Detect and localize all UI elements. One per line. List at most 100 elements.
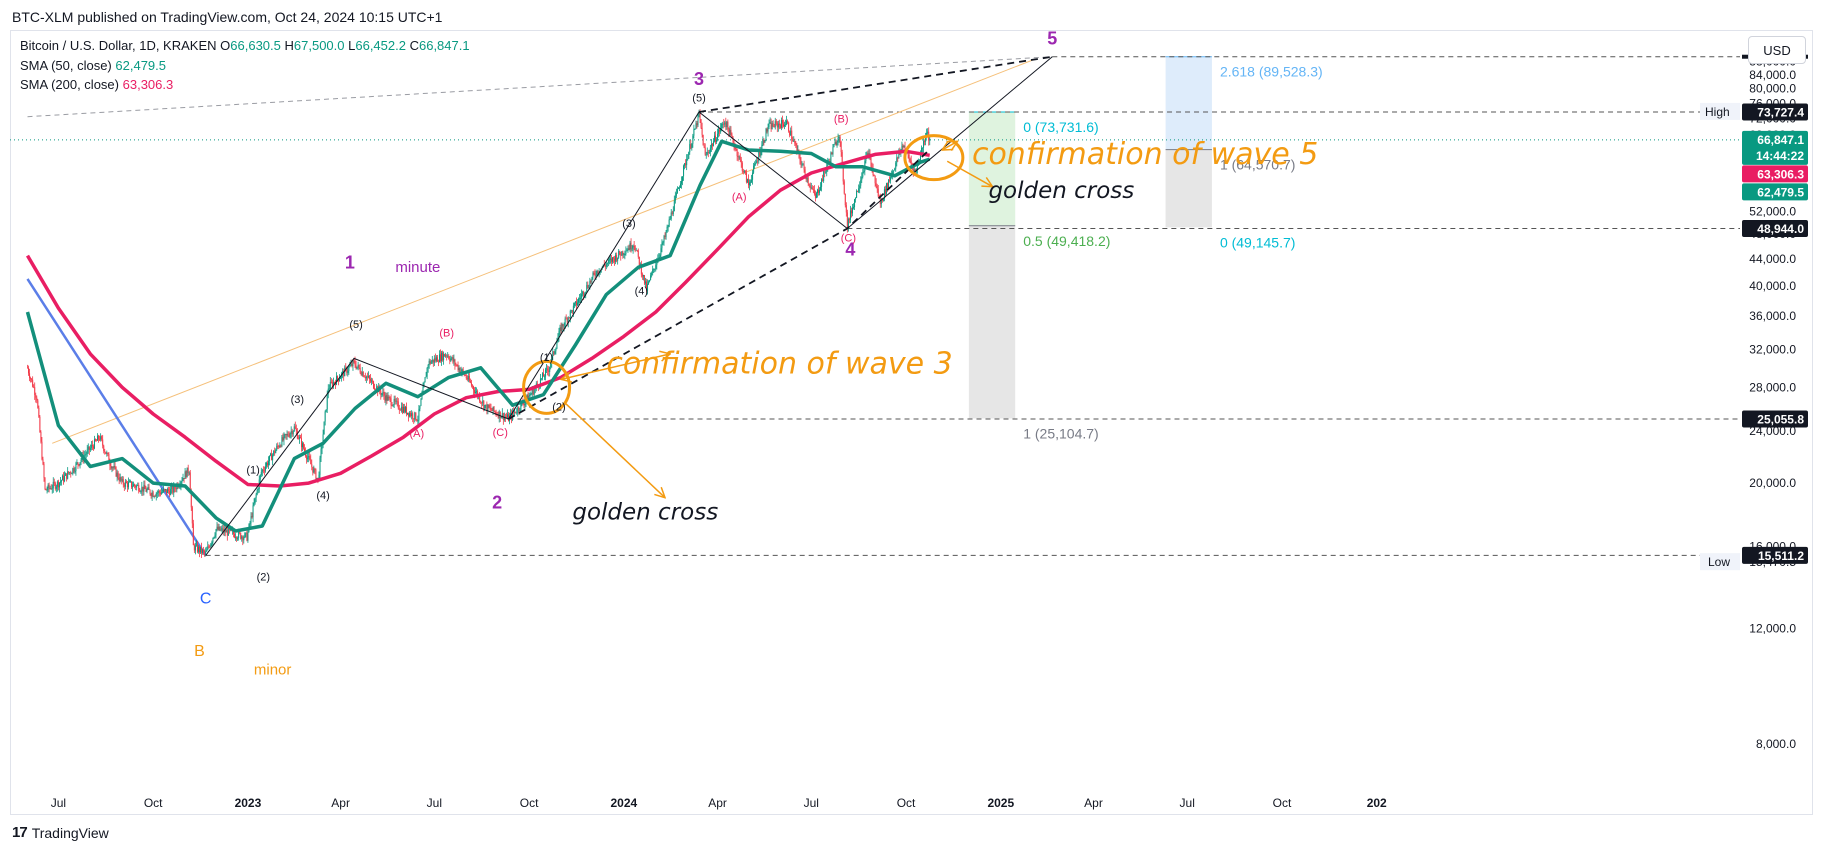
y-tick-label: 8,000.0 [1756, 737, 1796, 751]
candle-body [313, 468, 315, 473]
candle-body [357, 364, 359, 367]
candle [34, 382, 36, 400]
wave-label: minor [254, 662, 292, 679]
candle-body [498, 411, 500, 418]
low-value: 66,452.2 [355, 38, 406, 53]
candle-body [673, 200, 675, 212]
candle-body [340, 377, 342, 379]
candle [669, 215, 671, 221]
currency-button[interactable]: USD [1748, 36, 1806, 64]
candle-body [890, 177, 892, 181]
x-tick-label: Oct [520, 796, 539, 810]
candle [836, 140, 838, 148]
candle [220, 526, 222, 532]
fib-box [1165, 149, 1212, 228]
candle-body [807, 177, 809, 184]
candle-body [485, 404, 487, 406]
candle-body [328, 388, 330, 390]
candle [215, 528, 217, 539]
candle [407, 412, 409, 416]
candle [289, 432, 291, 439]
candle [306, 454, 308, 464]
candle-body [276, 445, 278, 450]
candle-body [656, 262, 658, 266]
candle-body [527, 395, 529, 401]
sma50-legend[interactable]: SMA (50, close) 62,479.5 [20, 58, 166, 73]
candle [359, 363, 361, 375]
candle-body [130, 481, 132, 483]
candle-body [273, 450, 275, 455]
candle-body [57, 481, 59, 488]
candle [148, 483, 150, 490]
candle [161, 489, 163, 494]
candle-body [699, 112, 701, 120]
footer-brand[interactable]: 17 TradingView [12, 824, 109, 841]
candle [268, 456, 270, 470]
candle-body [140, 491, 142, 493]
candle [166, 489, 168, 496]
candle-body [529, 394, 531, 396]
candle-body [531, 389, 533, 394]
candle [246, 530, 248, 542]
price-axis-tag [1742, 103, 1808, 121]
candle [609, 254, 611, 264]
candle-body [730, 129, 732, 135]
sma200-legend[interactable]: SMA (200, close) 63,306.3 [20, 77, 173, 92]
candle [126, 481, 128, 492]
candle [432, 359, 434, 367]
candle [89, 444, 91, 453]
candle [610, 254, 612, 267]
candle [97, 433, 99, 441]
candle-body [475, 391, 477, 394]
candle-body [815, 193, 817, 198]
candle-body [68, 471, 70, 474]
candle-body [553, 351, 555, 354]
candle-body [555, 348, 557, 352]
candle [855, 197, 857, 203]
candle [486, 401, 488, 415]
candle-body [924, 141, 926, 142]
candle [69, 471, 71, 476]
candle-body [413, 418, 415, 420]
candle-body [235, 537, 237, 539]
candle [253, 498, 255, 507]
wave-label: 3 [694, 69, 704, 89]
candle-body [269, 455, 271, 462]
candle [729, 125, 731, 136]
candle-body [474, 390, 476, 394]
candle-body [831, 152, 833, 155]
candle-body [554, 351, 556, 354]
candle [582, 290, 584, 297]
candle-body [167, 489, 169, 494]
candle-body [290, 430, 292, 434]
candle-body [225, 530, 227, 533]
candle-body [572, 305, 574, 313]
candle-body [349, 365, 351, 367]
candle-body [833, 144, 835, 148]
candle [276, 443, 278, 452]
candle-body [684, 163, 686, 166]
candle [247, 528, 249, 543]
candle-body [823, 171, 825, 181]
candle [360, 370, 362, 376]
candle [213, 536, 215, 539]
candle [114, 462, 116, 470]
candle-body [388, 396, 390, 398]
candle [751, 174, 753, 183]
candle-body [383, 392, 385, 396]
candle-body [36, 397, 38, 401]
candle-body [234, 533, 236, 538]
candle-body [754, 163, 756, 166]
candle-body [742, 170, 744, 172]
candle [712, 138, 714, 147]
candle-body [437, 361, 439, 363]
candle-body [114, 466, 116, 468]
candle-body [103, 445, 105, 451]
sma50-label: SMA (50, close) [20, 58, 112, 73]
candle [630, 238, 632, 253]
candle-body [374, 388, 376, 390]
candle [684, 163, 686, 170]
y-tick-label: 28,000.0 [1749, 380, 1796, 394]
candle [470, 379, 472, 388]
